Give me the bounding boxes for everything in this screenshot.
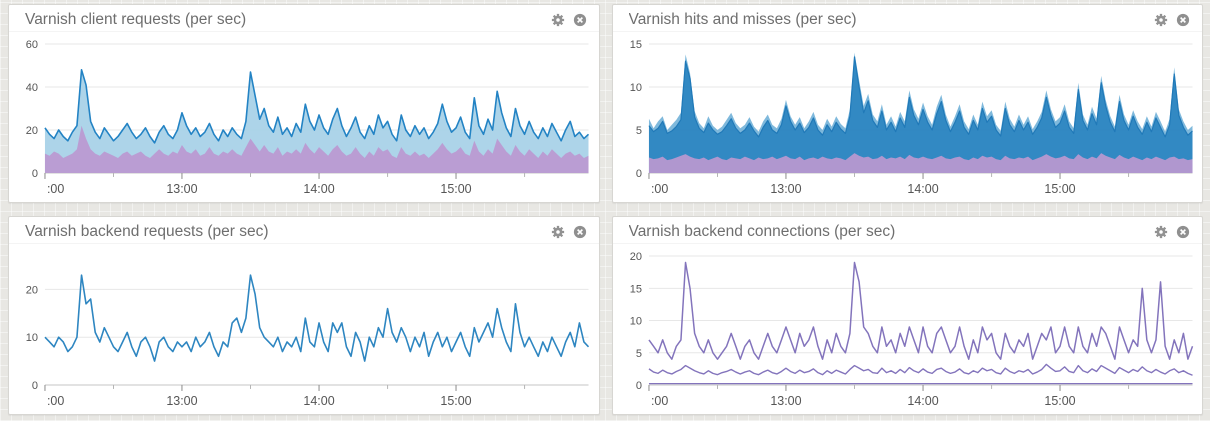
- svg-text:13:00: 13:00: [770, 182, 801, 196]
- panel-header: Varnish backend connections (per sec): [612, 217, 1202, 244]
- svg-text::00: :00: [47, 182, 64, 196]
- gear-icon[interactable]: [551, 225, 565, 239]
- svg-text:14:00: 14:00: [303, 394, 334, 408]
- svg-text:10: 10: [629, 316, 641, 328]
- svg-text:20: 20: [629, 251, 641, 263]
- svg-text:15:00: 15:00: [1044, 182, 1075, 196]
- svg-text:13:00: 13:00: [166, 394, 197, 408]
- chart-canvas-backend-connections[interactable]: 0 5 10 15 20 :00 13:00 14:00 15:00: [613, 244, 1203, 412]
- gear-icon[interactable]: [1154, 13, 1168, 27]
- close-icon[interactable]: [1176, 225, 1190, 239]
- gear-icon[interactable]: [551, 13, 565, 27]
- panel-varnish-hits-and-misses: Varnish hits and misses (per sec): [611, 4, 1203, 203]
- close-icon[interactable]: [573, 13, 587, 27]
- chart-canvas-client-requests[interactable]: 0 20 40 60 :00 13:00 14:00 15:00: [9, 32, 599, 200]
- svg-text:14:00: 14:00: [303, 182, 334, 196]
- panel-title: Varnish backend requests (per sec): [25, 223, 269, 240]
- panel-header: Varnish client requests (per sec): [9, 5, 599, 32]
- svg-text:15:00: 15:00: [1044, 394, 1075, 408]
- chart-canvas-backend-requests[interactable]: 0 10 20 :00 13:00 14:00 15:00: [9, 244, 599, 412]
- svg-text:14:00: 14:00: [907, 182, 938, 196]
- panel-varnish-client-requests: Varnish client requests (per sec): [8, 4, 600, 203]
- svg-text:14:00: 14:00: [907, 394, 938, 408]
- panel-varnish-backend-requests: Varnish backend requests (per sec): [8, 216, 600, 415]
- panel-title: Varnish backend connections (per sec): [628, 223, 896, 240]
- svg-text:15: 15: [629, 39, 641, 51]
- svg-text:20: 20: [26, 284, 38, 296]
- svg-text:60: 60: [26, 39, 38, 51]
- svg-text:15: 15: [629, 283, 641, 295]
- panel-title: Varnish client requests (per sec): [25, 11, 247, 28]
- svg-text:0: 0: [635, 168, 641, 180]
- svg-text:15:00: 15:00: [440, 182, 471, 196]
- svg-text::00: :00: [47, 394, 64, 408]
- svg-text:5: 5: [635, 125, 641, 137]
- svg-text::00: :00: [650, 182, 667, 196]
- svg-text:10: 10: [26, 332, 38, 344]
- svg-text:0: 0: [32, 168, 38, 180]
- panel-header: Varnish hits and misses (per sec): [612, 5, 1202, 32]
- svg-text:13:00: 13:00: [166, 182, 197, 196]
- panel-header: Varnish backend requests (per sec): [9, 217, 599, 244]
- svg-text:15:00: 15:00: [440, 394, 471, 408]
- panel-varnish-backend-connections: Varnish backend connections (per sec): [611, 216, 1203, 415]
- svg-text:13:00: 13:00: [770, 394, 801, 408]
- close-icon[interactable]: [573, 225, 587, 239]
- svg-text:0: 0: [635, 380, 641, 392]
- svg-text:5: 5: [635, 348, 641, 360]
- svg-text:10: 10: [629, 82, 641, 94]
- svg-text:20: 20: [26, 125, 38, 137]
- close-icon[interactable]: [1176, 13, 1190, 27]
- svg-text:40: 40: [26, 82, 38, 94]
- svg-text:0: 0: [32, 380, 38, 392]
- svg-text::00: :00: [650, 394, 667, 408]
- gear-icon[interactable]: [1154, 225, 1168, 239]
- panel-title: Varnish hits and misses (per sec): [628, 11, 857, 28]
